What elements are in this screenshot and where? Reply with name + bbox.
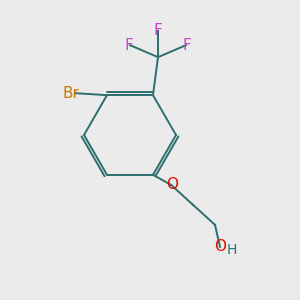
Text: F: F [183,38,191,53]
Text: O: O [166,177,178,192]
Text: O: O [214,239,226,254]
Text: H: H [227,243,237,257]
Text: Br: Br [63,86,80,101]
Text: F: F [154,23,162,38]
Text: F: F [124,38,134,53]
